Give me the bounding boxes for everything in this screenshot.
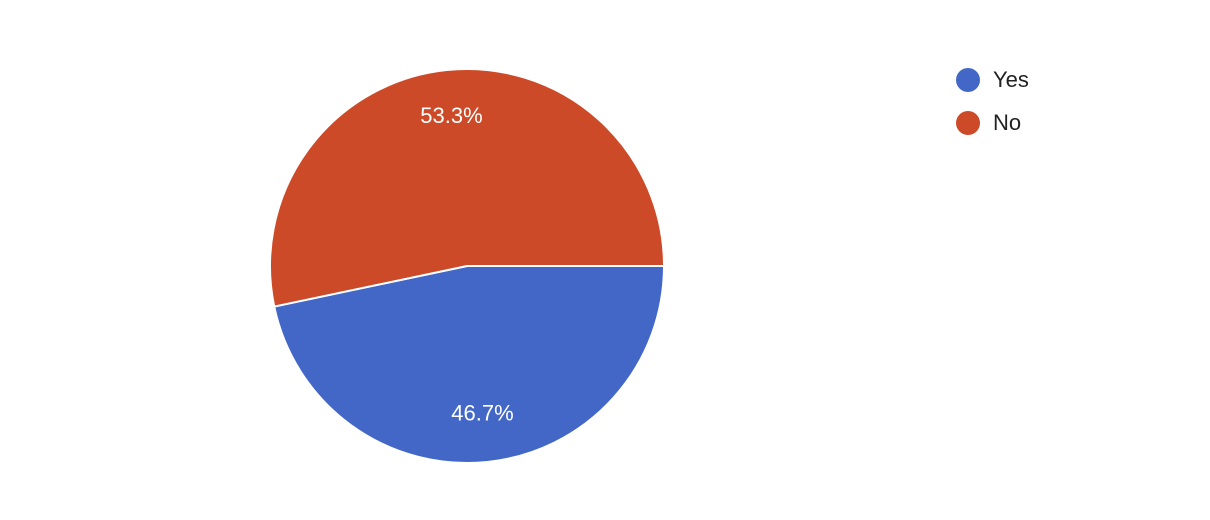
pie-slice (269, 68, 666, 308)
legend-label: No (993, 110, 1021, 135)
pie-slice (273, 265, 666, 464)
slice-label: 53.3% (420, 103, 482, 128)
legend-label: Yes (993, 67, 1029, 92)
legend-swatch (956, 68, 980, 92)
slice-label: 46.7% (451, 401, 513, 426)
legend-swatch (956, 111, 980, 135)
